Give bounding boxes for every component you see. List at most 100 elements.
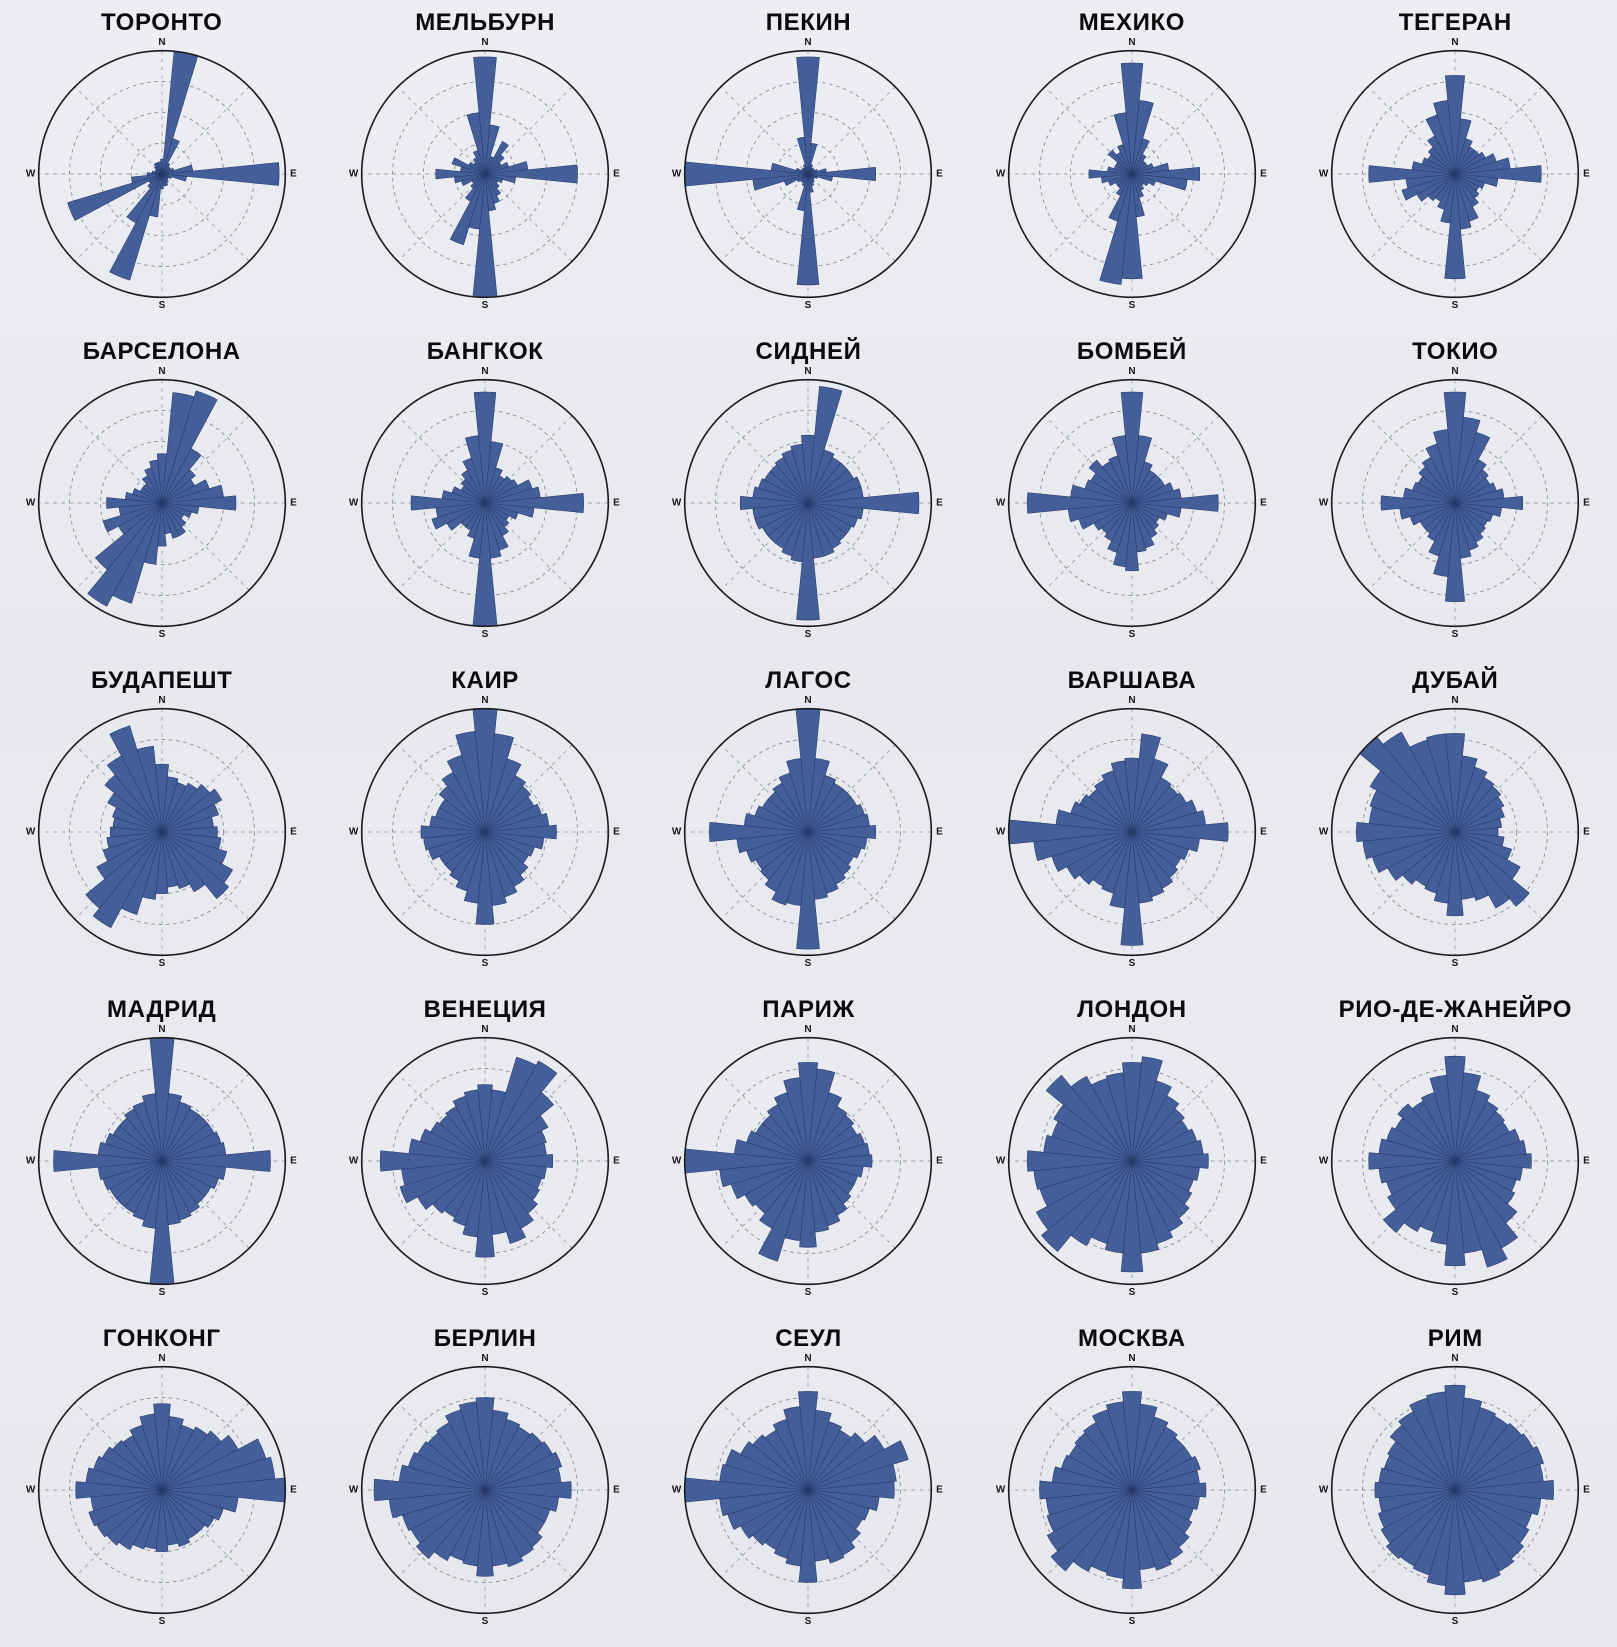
rose-cell: ДУБАЙ N E S W <box>1294 658 1617 987</box>
compass-label-w: W <box>26 827 36 838</box>
compass-label-s: S <box>158 958 165 968</box>
compass-label-w: W <box>349 1156 359 1167</box>
city-title: БОМБЕЙ <box>1076 338 1187 365</box>
rose-cell: МЕЛЬБУРН N E S W <box>323 0 646 329</box>
rose-petals <box>52 1037 271 1285</box>
rose-cell: МАДРИД N E S W <box>0 987 323 1316</box>
compass-label-s: S <box>805 300 812 310</box>
rose-petals <box>1356 731 1531 917</box>
compass-label-e: E <box>290 169 297 180</box>
wind-rose-chart: N E S W <box>1319 1025 1590 1297</box>
city-title: РИО-ДЕ-ЖАНЕЙРО <box>1338 996 1572 1023</box>
city-title: ЛАГОС <box>765 667 852 694</box>
city-title: БЕРЛИН <box>433 1325 537 1352</box>
rose-petals <box>420 708 557 925</box>
city-title: ТОРОНТО <box>101 9 223 36</box>
wind-rose-chart: N E S W <box>26 1025 297 1297</box>
wind-rose-chart: N E S W <box>1319 696 1590 968</box>
wind-rose-chart: N E S W <box>672 696 943 968</box>
rose-petals <box>435 56 578 298</box>
outer-circle <box>1331 1365 1580 1615</box>
compass-label-w: W <box>349 169 359 180</box>
rose-petals <box>1374 1384 1555 1596</box>
rose-petals <box>684 1391 910 1583</box>
compass-label-s: S <box>805 629 812 639</box>
outer-circle <box>360 49 610 299</box>
compass-label-w: W <box>1319 1156 1329 1167</box>
rose-cell: ЛАГОС N E S W <box>647 658 970 987</box>
rose-cell: СИДНЕЙ N E S W <box>647 329 970 658</box>
wind-rose-chart: N E S W <box>349 38 620 310</box>
outer-circle <box>1007 49 1257 299</box>
city-title: ГОНКОНГ <box>102 1325 221 1352</box>
compass-label-n: N <box>481 1354 488 1364</box>
rose-petals <box>709 708 877 950</box>
compass-label-n: N <box>1452 1025 1459 1035</box>
outer-circle <box>1007 1036 1257 1286</box>
compass-label-s: S <box>158 300 165 310</box>
wind-rose-chart: N E S W <box>349 1025 620 1297</box>
compass-label-n: N <box>1452 367 1459 377</box>
compass-label-e: E <box>1583 1485 1590 1496</box>
compass-label-n: N <box>805 1354 812 1364</box>
outer-circle <box>37 707 286 957</box>
compass-label-n: N <box>158 696 165 706</box>
city-title: СЕУЛ <box>775 1325 842 1352</box>
city-title: РИМ <box>1427 1325 1483 1352</box>
compass-label-n: N <box>158 1354 165 1364</box>
compass-label-e: E <box>290 1485 297 1496</box>
wind-rose-chart: N E S W <box>672 367 944 639</box>
compass-label-n: N <box>1452 38 1459 48</box>
compass-label-w: W <box>1319 498 1329 509</box>
compass-label-s: S <box>1129 1616 1136 1626</box>
compass-label-s: S <box>1452 958 1459 968</box>
outer-circle <box>1331 707 1580 957</box>
compass-label-n: N <box>481 367 488 377</box>
compass-label-n: N <box>481 38 488 48</box>
wind-rose-chart: N E S W <box>1319 38 1590 310</box>
compass-label-e: E <box>613 827 620 838</box>
compass-label-w: W <box>672 1485 682 1496</box>
city-title: ЛОНДОН <box>1077 996 1187 1023</box>
compass-label-w: W <box>26 498 36 509</box>
city-title: БАНГКОК <box>426 338 544 365</box>
compass-label-s: S <box>805 1287 812 1297</box>
compass-label-e: E <box>1583 827 1590 838</box>
rose-petals <box>410 391 585 627</box>
outer-circle <box>1007 1365 1257 1615</box>
wind-rose-chart: N E S W <box>1319 1354 1590 1626</box>
compass-label-e: E <box>613 498 620 509</box>
compass-label-w: W <box>996 1156 1006 1167</box>
compass-label-e: E <box>290 498 297 509</box>
city-title: МЕЛЬБУРН <box>415 9 555 36</box>
outer-circle <box>1331 1036 1580 1286</box>
compass-label-w: W <box>349 498 359 509</box>
compass-label-e: E <box>1260 1485 1267 1496</box>
compass-label-n: N <box>1452 696 1459 706</box>
rose-cell: СЕУЛ N E S W <box>647 1316 970 1645</box>
compass-label-w: W <box>996 1485 1006 1496</box>
rose-cell: МОСКВА N E S W <box>970 1316 1293 1645</box>
compass-label-w: W <box>672 827 682 838</box>
rose-cell: КАИР N E S W <box>323 658 646 987</box>
compass-label-s: S <box>482 958 489 968</box>
compass-label-w: W <box>672 1156 682 1167</box>
compass-label-s: S <box>1452 1616 1459 1626</box>
outer-circle <box>1007 378 1257 628</box>
rose-cell: ТОКИО N E S W <box>1294 329 1617 658</box>
city-title: ПАРИЖ <box>762 996 855 1023</box>
compass-label-e: E <box>290 827 297 838</box>
rose-petals <box>1088 62 1200 285</box>
rose-petals <box>1008 733 1229 946</box>
compass-label-e: E <box>1583 169 1590 180</box>
compass-label-e: E <box>613 1156 620 1167</box>
compass-label-n: N <box>1128 367 1135 377</box>
compass-label-s: S <box>805 958 812 968</box>
compass-label-w: W <box>1319 1485 1329 1496</box>
compass-label-s: S <box>1452 1287 1459 1297</box>
compass-label-w: W <box>672 169 682 180</box>
rose-cell: БУДАПЕШТ N E S W <box>0 658 323 987</box>
compass-label-e: E <box>937 498 944 509</box>
outer-circle <box>360 707 610 957</box>
